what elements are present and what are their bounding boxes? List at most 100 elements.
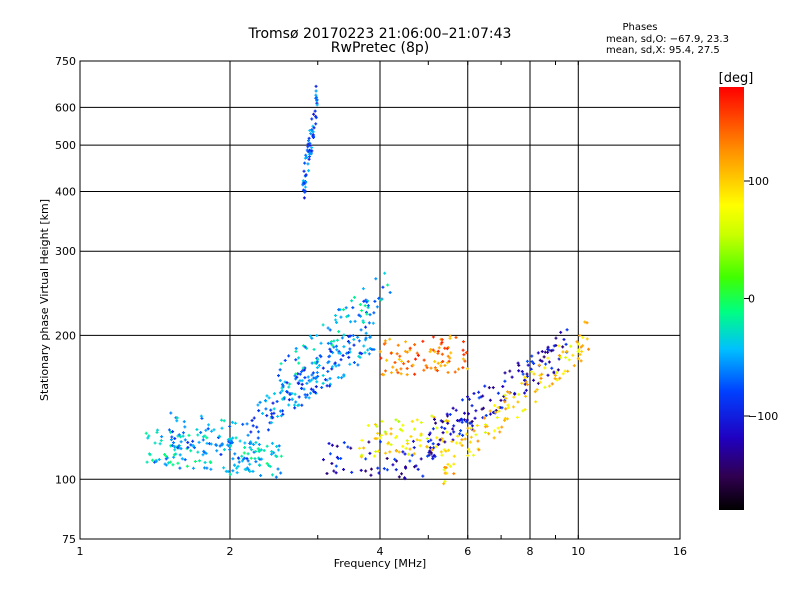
data-point	[252, 416, 256, 420]
data-point	[374, 450, 378, 454]
data-points	[144, 84, 591, 486]
data-point	[265, 461, 269, 465]
data-point	[557, 344, 561, 348]
data-point	[254, 440, 258, 444]
data-point	[335, 338, 339, 342]
data-point	[448, 412, 452, 416]
data-point	[552, 370, 556, 374]
data-point	[461, 348, 465, 352]
data-point	[170, 435, 174, 439]
data-point	[439, 450, 443, 454]
trace-spread-echoes	[277, 271, 392, 393]
data-point	[436, 351, 440, 355]
data-point	[557, 357, 561, 361]
data-point	[405, 439, 409, 443]
colorbar-tick-label: 0	[748, 293, 755, 306]
data-point	[461, 433, 465, 437]
data-point	[543, 366, 547, 370]
data-point	[195, 428, 199, 432]
data-point	[461, 357, 465, 361]
y-tick-label: 400	[55, 185, 76, 198]
data-point	[302, 387, 306, 391]
data-point	[452, 462, 456, 466]
trace-mixed-4-5-mhz	[358, 414, 450, 459]
data-point	[304, 395, 308, 399]
data-point	[278, 379, 282, 383]
data-point	[370, 347, 374, 351]
data-point	[222, 448, 226, 452]
data-point	[346, 445, 350, 449]
data-point	[400, 359, 404, 363]
data-point	[533, 390, 537, 394]
data-point	[556, 368, 560, 372]
data-point	[456, 434, 460, 438]
data-point	[465, 418, 469, 422]
data-point	[395, 368, 399, 372]
data-point	[201, 453, 205, 457]
data-point	[314, 93, 318, 97]
data-point	[315, 366, 319, 370]
data-point	[198, 459, 202, 463]
data-point	[279, 454, 283, 458]
data-point	[302, 196, 306, 200]
data-point	[540, 359, 544, 363]
data-point	[335, 320, 339, 324]
data-point	[318, 354, 322, 358]
data-point	[515, 415, 519, 419]
data-point	[234, 436, 238, 440]
data-point	[305, 148, 309, 152]
data-point	[446, 421, 450, 425]
data-point	[328, 452, 332, 456]
data-point	[408, 346, 412, 350]
data-point	[257, 463, 261, 467]
data-point	[384, 451, 388, 455]
data-point	[328, 382, 332, 386]
data-point	[503, 371, 507, 375]
x-tick-label: 10	[571, 545, 585, 558]
data-point	[340, 376, 344, 380]
data-point	[309, 132, 313, 136]
data-point	[415, 438, 419, 442]
data-point	[357, 339, 361, 343]
data-point	[144, 431, 148, 435]
data-point	[308, 379, 312, 383]
data-point	[373, 299, 377, 303]
data-point	[328, 328, 332, 332]
data-point	[429, 451, 433, 455]
data-point	[360, 352, 364, 356]
data-point	[257, 409, 261, 413]
data-point	[363, 304, 367, 308]
data-point	[360, 453, 364, 457]
data-point	[209, 460, 213, 464]
data-point	[240, 459, 244, 463]
data-point	[493, 404, 497, 408]
data-point	[175, 419, 179, 423]
data-point	[252, 450, 256, 454]
data-point	[323, 378, 327, 382]
data-point	[585, 337, 589, 341]
data-point	[336, 375, 340, 379]
data-point	[454, 408, 458, 412]
data-point	[293, 403, 297, 407]
data-point	[465, 432, 469, 436]
data-point	[442, 482, 446, 486]
y-tick-label: 600	[55, 101, 76, 114]
data-point	[425, 366, 429, 370]
data-point	[256, 430, 260, 434]
data-point	[274, 475, 278, 479]
data-point	[283, 358, 287, 362]
data-point	[312, 134, 316, 138]
data-point	[160, 435, 164, 439]
data-point	[365, 300, 369, 304]
data-point	[246, 452, 250, 456]
stats-x-line: mean, sd,X: 95.4, 27.5	[606, 45, 720, 56]
data-point	[388, 290, 392, 294]
data-point	[453, 370, 457, 374]
data-point	[373, 437, 377, 441]
data-point	[561, 372, 565, 376]
data-point	[523, 391, 527, 395]
data-point	[311, 371, 315, 375]
data-point	[358, 303, 362, 307]
data-point	[360, 309, 364, 313]
data-point	[446, 419, 450, 423]
